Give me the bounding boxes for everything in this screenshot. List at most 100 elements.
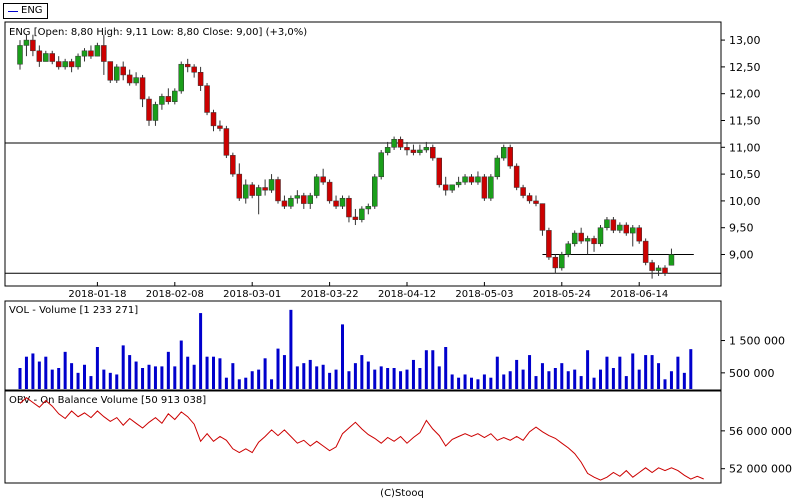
- candle-body: [126, 74, 133, 84]
- candle-body: [630, 227, 636, 234]
- volume-bar: [457, 377, 461, 389]
- volume-bar: [282, 355, 286, 389]
- volume-bar: [540, 363, 544, 389]
- volume-bar: [237, 379, 241, 389]
- candle-body: [184, 63, 191, 68]
- obv-series-line: [19, 397, 704, 481]
- candle-body: [68, 61, 75, 68]
- candle-body: [101, 45, 107, 62]
- candle-body: [468, 176, 475, 183]
- volume-bar: [373, 369, 377, 389]
- volume-bar: [102, 369, 106, 389]
- candle-body: [114, 66, 120, 81]
- candle-body: [191, 66, 197, 73]
- volume-bar: [424, 350, 428, 389]
- candle-body: [417, 149, 423, 153]
- candle-body: [43, 53, 49, 62]
- candle-body: [30, 39, 36, 52]
- volume-bar: [637, 369, 641, 389]
- legend-line-swatch: [8, 10, 18, 12]
- volume-bar: [147, 364, 151, 389]
- candle-body: [378, 152, 384, 178]
- candle-body: [423, 147, 430, 151]
- price-panel: ENG [Open: 8,80 High: 9,11 Low: 8,80 Clo…: [4, 21, 761, 300]
- candle-body: [462, 176, 468, 183]
- candle-body: [372, 176, 378, 207]
- volume-bar: [212, 356, 215, 389]
- price-x-tick-label: 2018-01-18: [68, 289, 126, 300]
- ticker-legend-tab[interactable]: ENG: [3, 3, 48, 19]
- candle-body: [610, 219, 617, 231]
- volume-bar: [173, 366, 177, 389]
- volume-bar: [669, 371, 673, 389]
- price-y-tick-label: 12,00: [729, 88, 761, 101]
- candle-body: [197, 71, 204, 86]
- volume-bar: [76, 372, 80, 389]
- candle-body: [494, 157, 501, 178]
- candle-body: [75, 55, 81, 68]
- price-x-tick-label: 2018-04-12: [378, 289, 436, 300]
- volume-bar: [63, 351, 67, 389]
- price-y-tick-label: 10,50: [729, 168, 761, 181]
- volume-bar: [676, 356, 680, 389]
- candle-body: [662, 267, 668, 274]
- candle-body: [243, 184, 249, 199]
- volume-bar: [586, 350, 590, 389]
- volume-bar: [166, 351, 170, 389]
- candle-body: [262, 187, 268, 191]
- volume-bar: [553, 368, 557, 389]
- volume-bar: [108, 372, 112, 389]
- candle-body: [597, 227, 604, 245]
- candle-body: [559, 254, 565, 269]
- candle-body: [223, 128, 230, 156]
- candle-body: [539, 203, 546, 231]
- candle-body: [81, 50, 88, 57]
- volume-bar: [270, 379, 274, 389]
- volume-bar: [115, 374, 119, 389]
- volume-bar: [592, 377, 596, 389]
- volume-panel: VOL - Volume [1 233 271] 1 500 000 500 00…: [4, 300, 785, 391]
- volume-bar: [366, 361, 370, 389]
- candle-body: [584, 238, 591, 242]
- volume-bar: [463, 374, 467, 389]
- candle-body: [578, 232, 584, 242]
- candle-body: [449, 184, 455, 191]
- volume-bar: [579, 376, 583, 389]
- price-y-tick-label: 9,00: [729, 249, 754, 262]
- volume-bar: [657, 363, 661, 389]
- price-y-tick-label: 10,00: [729, 195, 761, 208]
- volume-bar: [263, 358, 267, 389]
- volume-bar: [250, 371, 254, 389]
- candle-body: [313, 176, 320, 196]
- price-panel-title: ENG [Open: 8,80 High: 9,11 Low: 8,80 Clo…: [9, 27, 307, 38]
- volume-bar: [444, 347, 448, 389]
- volume-bar: [360, 355, 364, 389]
- volume-bar: [489, 377, 493, 389]
- candle-body: [642, 240, 649, 263]
- candle-body: [404, 147, 410, 151]
- volume-bar: [508, 371, 512, 389]
- volume-bar: [128, 355, 132, 389]
- candle-body: [326, 181, 333, 202]
- volume-bar: [682, 372, 686, 389]
- volume-bar: [341, 324, 344, 389]
- volume-bar: [70, 363, 74, 389]
- candle-body: [146, 98, 152, 121]
- volume-bar: [547, 371, 551, 389]
- price-y-tick-label: 12,50: [729, 61, 761, 74]
- volume-bar: [605, 356, 609, 389]
- price-x-tick-label: 2018-05-24: [533, 289, 591, 300]
- volume-bar: [650, 355, 654, 389]
- volume-bar: [437, 366, 441, 389]
- volume-bar: [405, 369, 409, 389]
- volume-bar: [528, 355, 532, 389]
- volume-panel-frame: [4, 300, 722, 391]
- volume-bar: [515, 359, 519, 389]
- candle-body: [436, 157, 442, 186]
- volume-bar: [392, 368, 396, 389]
- candle-body: [172, 90, 178, 102]
- candle-body: [391, 139, 397, 148]
- obv-y-tick-label: 52 000 000: [729, 463, 792, 476]
- volume-bar: [482, 374, 486, 389]
- candle-body: [159, 96, 165, 105]
